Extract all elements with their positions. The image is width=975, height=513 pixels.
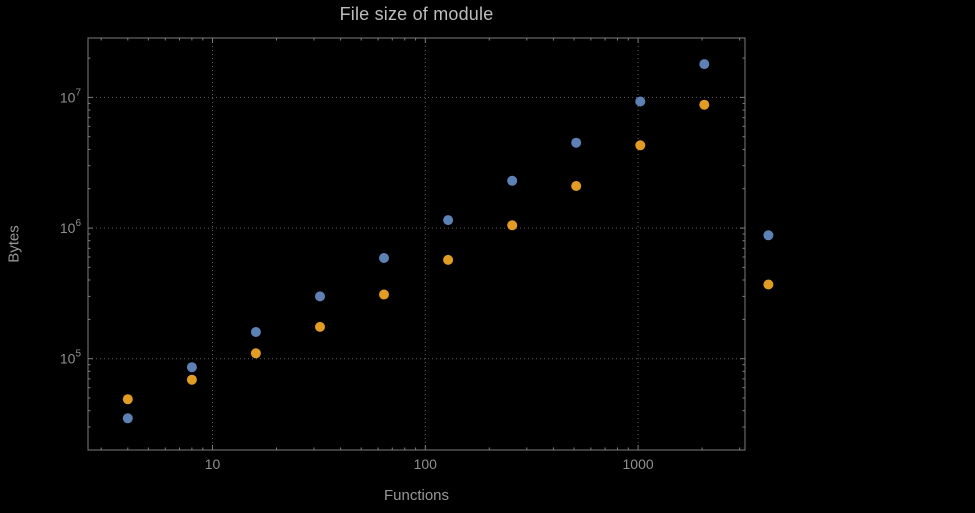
data-point-series-1 [186,362,197,373]
data-point-series-1 [379,253,389,263]
data-point-series-2 [507,220,518,231]
x-tick-label: 1000 [623,456,654,472]
y-axis-label: Bytes [5,225,23,263]
data-point-series-1 [699,59,710,70]
data-point-series-1 [315,291,325,302]
x-tick-label: 10 [205,456,221,472]
y-tick-label: 105 [60,349,82,367]
data-point-series-2 [443,254,454,265]
data-point-series-1 [122,413,133,424]
data-point-series-1 [250,327,261,337]
data-point-series-2 [315,321,325,332]
data-point-series-2 [571,181,582,191]
data-point-series-1 [443,215,454,226]
y-tick-label: 106 [60,218,82,236]
data-point-series-2 [122,394,133,405]
data-point-series-2 [186,374,197,385]
data-point-series-2 [635,140,646,151]
plot-frame [87,37,746,451]
chart-title: File size of module [339,4,494,24]
x-axis-label: Functions [383,487,450,504]
data-point-series-2 [699,99,710,110]
x-tick-label: 100 [414,456,438,472]
data-point-series-2 [250,348,261,359]
data-point-series-2 [763,279,774,290]
y-tick-label: 107 [60,87,82,105]
data-point-series-1 [571,137,582,148]
data-point-series-1 [507,175,518,186]
data-point-series-2 [379,289,389,300]
data-point-series-1 [763,230,774,241]
data-point-series-1 [635,96,646,107]
